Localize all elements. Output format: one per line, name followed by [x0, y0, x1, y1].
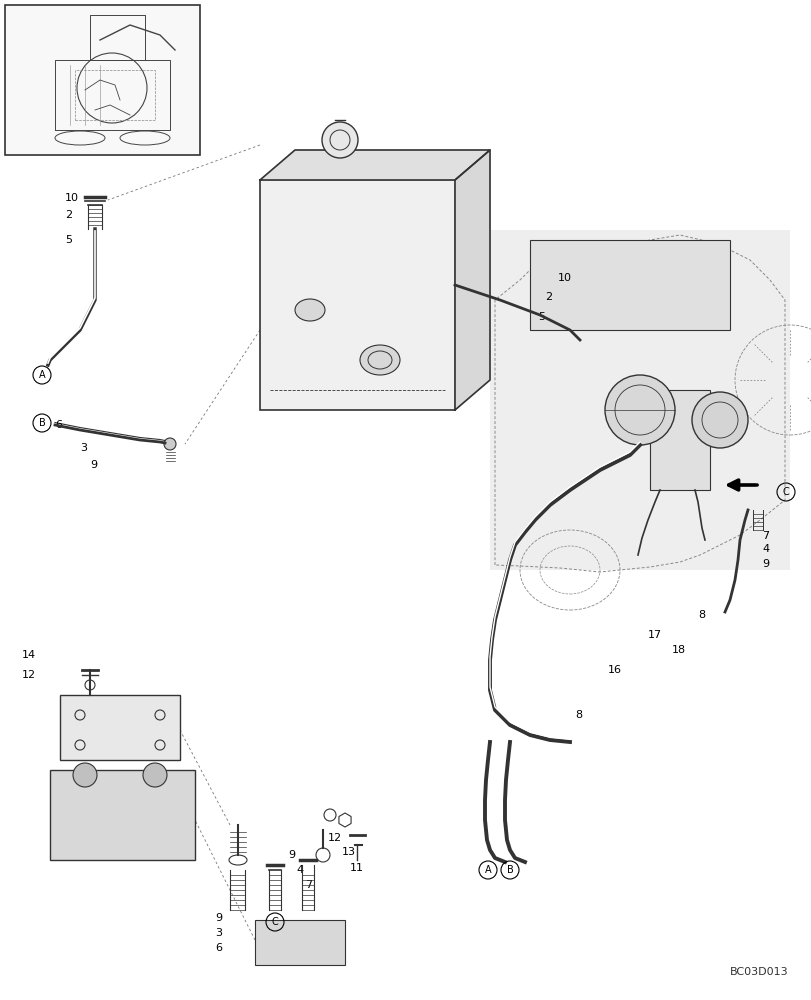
Text: 5: 5 — [65, 235, 72, 245]
Text: 13: 13 — [341, 847, 355, 857]
Text: 11: 11 — [350, 863, 363, 873]
Text: BC03D013: BC03D013 — [729, 967, 787, 977]
Bar — [255, 920, 345, 965]
Text: 8: 8 — [697, 610, 704, 620]
Text: 9: 9 — [215, 913, 222, 923]
Bar — [60, 695, 180, 760]
Polygon shape — [260, 150, 489, 180]
Ellipse shape — [294, 299, 324, 321]
Circle shape — [691, 392, 747, 448]
Circle shape — [143, 763, 167, 787]
Text: 15: 15 — [120, 695, 134, 705]
Text: B: B — [506, 865, 513, 875]
Text: 4: 4 — [761, 544, 768, 554]
Text: 8: 8 — [574, 710, 581, 720]
Text: 10: 10 — [65, 193, 79, 203]
Text: A: A — [39, 370, 45, 380]
Bar — [530, 240, 729, 330]
Text: A: A — [484, 865, 491, 875]
Text: 14: 14 — [22, 650, 36, 660]
Text: 6: 6 — [215, 943, 221, 953]
Text: 2: 2 — [65, 210, 72, 220]
Text: 2: 2 — [544, 292, 551, 302]
Polygon shape — [454, 150, 489, 410]
Text: 17: 17 — [647, 630, 661, 640]
Text: B: B — [39, 418, 45, 428]
Text: 16: 16 — [607, 665, 621, 675]
Text: 3: 3 — [80, 443, 87, 453]
Circle shape — [164, 438, 176, 450]
Bar — [75, 70, 155, 120]
Text: 12: 12 — [328, 833, 341, 843]
Text: 5: 5 — [538, 312, 544, 322]
Text: 18: 18 — [672, 645, 685, 655]
Text: 6: 6 — [55, 420, 62, 430]
Bar — [489, 230, 789, 570]
Text: 12: 12 — [22, 670, 36, 680]
Text: 3: 3 — [215, 928, 221, 938]
Ellipse shape — [359, 345, 400, 375]
Circle shape — [73, 763, 97, 787]
Text: 7: 7 — [761, 531, 768, 541]
Text: C: C — [272, 917, 278, 927]
Text: C: C — [782, 487, 788, 497]
Text: 7: 7 — [305, 880, 311, 890]
Bar — [649, 390, 709, 490]
Bar — [260, 180, 454, 410]
Circle shape — [322, 122, 358, 158]
Text: 9: 9 — [90, 460, 97, 470]
Text: 10: 10 — [557, 273, 571, 283]
Bar — [50, 770, 195, 860]
Text: 4: 4 — [296, 865, 303, 875]
Text: 9: 9 — [288, 850, 294, 860]
Text: 9: 9 — [761, 559, 768, 569]
Circle shape — [604, 375, 674, 445]
Bar — [5, 5, 200, 155]
